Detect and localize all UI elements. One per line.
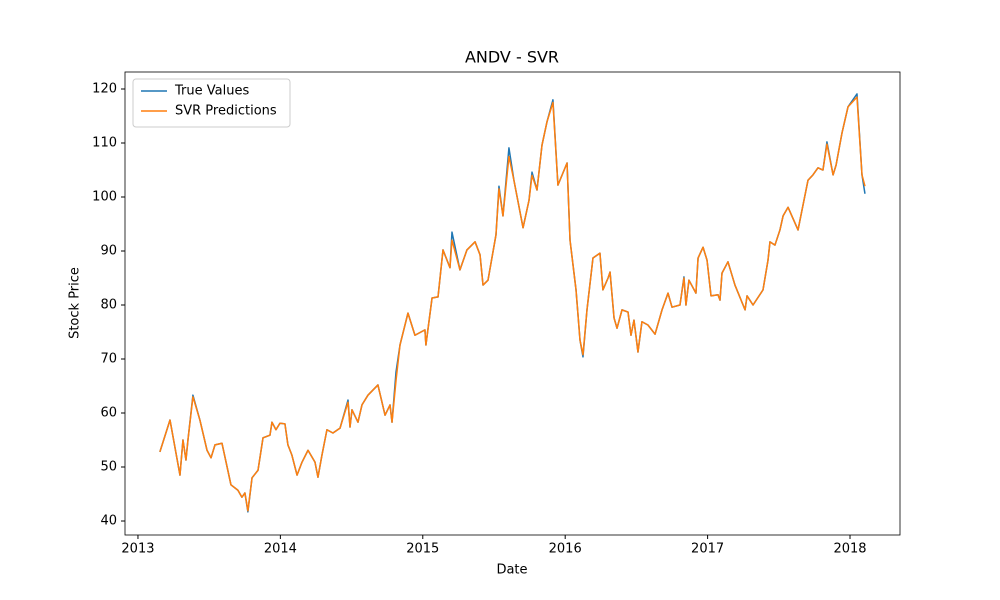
x-axis-label: Date: [496, 563, 527, 578]
y-tick-label: 40: [100, 514, 117, 529]
line-series: [159, 96, 866, 512]
legend-label: SVR Predictions: [175, 104, 277, 119]
x-tick-label: 2017: [691, 542, 724, 557]
x-tick-label: 2015: [406, 542, 439, 557]
legend-label: True Values: [174, 84, 249, 99]
y-tick-label: 100: [92, 190, 117, 205]
chart-title: ANDV - SVR: [465, 48, 559, 67]
legend-box: [132, 78, 291, 128]
y-tick-label: 50: [100, 460, 117, 475]
x-tick-label: 2018: [833, 542, 866, 557]
y-axis-label: Stock Price: [68, 267, 83, 339]
y-tick-label: 120: [92, 82, 117, 97]
y-tick-label: 80: [100, 298, 117, 313]
x-tick-label: 2013: [121, 542, 154, 557]
y-tick-label: 110: [92, 136, 117, 151]
y-tick-label: 70: [100, 352, 117, 367]
x-tick-label: 2016: [549, 542, 582, 557]
plot-frame: [124, 71, 901, 536]
x-tick-label: 2014: [264, 542, 297, 557]
y-tick-label: 60: [100, 406, 117, 421]
y-tick-label: 90: [100, 244, 117, 259]
